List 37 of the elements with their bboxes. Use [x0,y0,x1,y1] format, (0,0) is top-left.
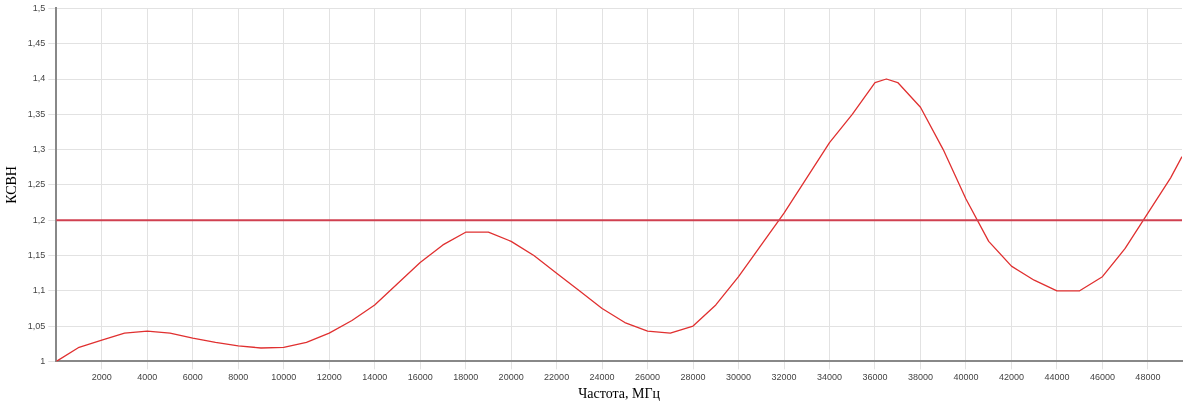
x-tick-label: 10000 [271,372,297,383]
x-tick-label: 38000 [907,372,933,383]
x-tick-label: 4000 [137,372,158,383]
y-tick-label: 1,3 [32,144,46,155]
y-tick-label: 1,25 [27,179,46,190]
x-tick-label: 48000 [1135,372,1161,383]
y-tick-label: 1,35 [27,108,46,119]
y-tick-label: 1,4 [32,73,46,84]
y-tick-label: 1 [40,355,46,366]
x-tick-label: 6000 [182,372,203,383]
x-tick-label: 12000 [316,372,342,383]
x-tick-label: 8000 [228,372,249,383]
x-tick-label: 24000 [589,372,615,383]
x-tick-label: 16000 [407,372,433,383]
y-tick-label: 1,1 [32,285,46,296]
x-tick-label: 18000 [453,372,479,383]
y-tick-label: 1,5 [32,2,46,13]
x-tick-label: 32000 [771,372,797,383]
x-tick-label: 36000 [862,372,888,383]
x-tick-label: 44000 [1044,372,1070,383]
y-axis-title: КСВН [4,166,20,204]
x-tick-label: 14000 [362,372,388,383]
y-tick-label: 1,05 [27,320,46,331]
y-tick-label: 1,45 [27,38,46,49]
x-tick-label: 34000 [817,372,843,383]
x-tick-label: 26000 [635,372,661,383]
x-tick-label: 22000 [544,372,570,383]
y-tick-label: 1,2 [32,214,46,225]
y-tick-label: 1,15 [27,249,46,260]
x-tick-label: 30000 [726,372,752,383]
x-tick-label: 20000 [498,372,524,383]
x-tick-label: 46000 [1089,372,1115,383]
x-tick-label: 28000 [680,372,706,383]
x-tick-label: 42000 [998,372,1024,383]
x-tick-label: 2000 [91,372,112,383]
x-tick-label: 40000 [953,372,979,383]
x-axis-title: Частота, МГц [578,386,661,402]
